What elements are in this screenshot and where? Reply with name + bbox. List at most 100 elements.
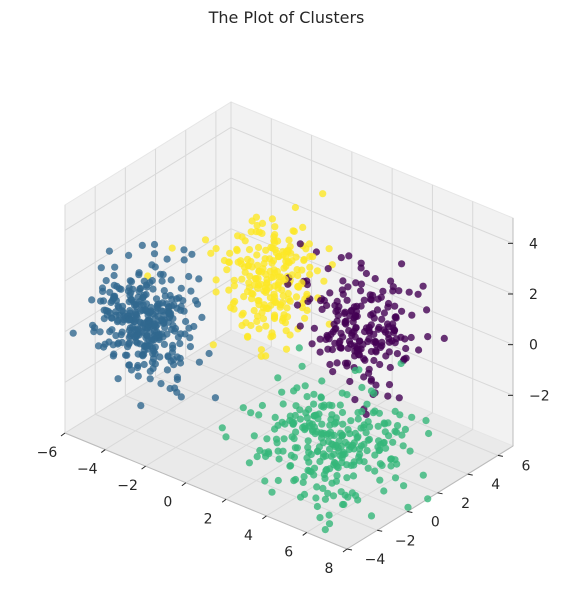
data-point	[205, 349, 213, 358]
data-point	[405, 288, 413, 296]
data-points	[69, 190, 448, 534]
data-point	[283, 313, 292, 321]
data-point	[306, 263, 314, 271]
x-tick-label: 2	[204, 511, 213, 527]
data-point	[334, 464, 342, 472]
data-point	[371, 451, 379, 459]
data-point	[145, 335, 153, 344]
data-point	[302, 409, 310, 417]
data-point	[218, 424, 226, 432]
data-point	[317, 394, 325, 402]
data-point	[343, 461, 351, 469]
data-point	[358, 407, 366, 416]
data-point	[367, 347, 375, 356]
data-point	[326, 289, 334, 297]
data-point	[271, 231, 279, 239]
x-tick-label: 8	[325, 561, 334, 577]
data-point	[163, 366, 171, 374]
data-point	[364, 464, 372, 472]
data-point	[112, 332, 120, 340]
data-point	[282, 257, 290, 265]
data-point	[144, 320, 152, 328]
data-point	[265, 255, 274, 263]
data-point	[149, 285, 157, 293]
data-point	[374, 325, 382, 333]
data-point	[150, 240, 159, 249]
data-point	[387, 462, 395, 470]
data-point	[354, 415, 362, 423]
data-point	[320, 277, 328, 285]
data-point	[376, 343, 385, 351]
data-point	[400, 482, 408, 490]
data-point	[364, 436, 372, 444]
data-point	[255, 267, 263, 275]
data-point	[373, 306, 382, 314]
grid-line-y-floor	[185, 357, 468, 475]
data-point	[108, 314, 116, 322]
data-point	[344, 493, 352, 501]
data-point	[158, 277, 166, 285]
data-point	[362, 269, 370, 278]
data-point	[270, 237, 278, 245]
data-point	[268, 488, 276, 496]
data-point	[385, 334, 393, 343]
data-point	[325, 520, 334, 528]
data-point	[347, 340, 355, 348]
data-point	[355, 337, 363, 345]
data-point	[230, 276, 238, 284]
data-point	[339, 333, 347, 341]
data-point	[305, 458, 313, 466]
data-point	[350, 327, 358, 336]
data-point	[315, 410, 323, 418]
data-point	[349, 472, 358, 480]
x-tick-label: −2	[117, 478, 138, 494]
data-point	[139, 329, 147, 337]
data-point	[306, 270, 314, 279]
data-point	[110, 350, 118, 358]
data-point	[163, 255, 171, 263]
z-tick-label: 0	[529, 338, 538, 354]
data-point	[286, 297, 294, 305]
data-point	[157, 380, 165, 388]
y-tick-mark	[346, 548, 353, 551]
data-point	[320, 403, 328, 411]
data-point	[258, 219, 267, 227]
data-point	[324, 265, 332, 273]
data-point	[361, 356, 369, 364]
data-point	[271, 413, 279, 421]
data-point	[212, 276, 220, 284]
data-point	[127, 289, 135, 297]
data-point	[300, 256, 308, 264]
data-point	[389, 438, 397, 446]
data-point	[177, 330, 185, 338]
data-point	[254, 297, 262, 305]
data-point	[152, 308, 160, 316]
data-point	[319, 190, 327, 198]
data-point	[406, 447, 414, 455]
data-point	[372, 381, 380, 389]
data-point	[321, 474, 329, 482]
data-point	[245, 246, 254, 254]
data-point	[398, 307, 406, 315]
data-point	[329, 328, 337, 336]
data-point	[408, 413, 416, 421]
grid-line-z-left	[64, 126, 232, 231]
data-point	[170, 361, 178, 369]
data-point	[310, 400, 318, 408]
data-point	[352, 279, 360, 287]
data-point	[289, 420, 297, 428]
data-point	[211, 394, 219, 402]
data-point	[126, 307, 134, 315]
data-point	[353, 312, 361, 320]
data-point	[337, 254, 345, 262]
grid-line-y-floor	[94, 413, 378, 531]
x-tick-mark	[181, 482, 187, 487]
data-point	[259, 315, 268, 323]
data-point	[292, 253, 300, 261]
data-point	[339, 431, 347, 439]
grid-line-z-back	[230, 126, 514, 244]
data-point	[370, 314, 378, 322]
data-point	[316, 348, 324, 356]
data-point	[125, 251, 133, 259]
data-point	[377, 293, 385, 301]
